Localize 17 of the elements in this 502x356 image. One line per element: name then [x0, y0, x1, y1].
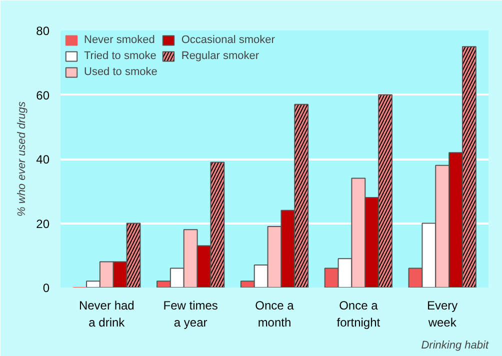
y-tick-label: 60 — [36, 88, 50, 102]
x-tick-label: Every week — [427, 298, 458, 330]
x-tick-label: Never had a drink — [78, 298, 134, 330]
legend-label: Occasional smoker — [181, 34, 275, 46]
legend-label: Regular smoker — [181, 50, 260, 62]
x-tick-label: Few times a year — [163, 298, 218, 330]
legend-label: Never smoked — [84, 34, 155, 46]
y-tick-label: 20 — [36, 216, 50, 231]
y-tick-label: 40 — [36, 152, 50, 166]
legend-label: Tried to smoke — [84, 50, 156, 62]
x-tick-label: Once a fortnight — [336, 298, 381, 330]
y-axis-title: % who ever used drugs — [16, 101, 28, 216]
y-tick-label: 0 — [42, 281, 50, 295]
y-tick-label: 80 — [36, 24, 50, 38]
legend-label: Used to smoke — [84, 66, 158, 78]
x-axis-title: Drinking habit — [421, 340, 490, 352]
x-tick-label: Once a month — [255, 298, 294, 330]
